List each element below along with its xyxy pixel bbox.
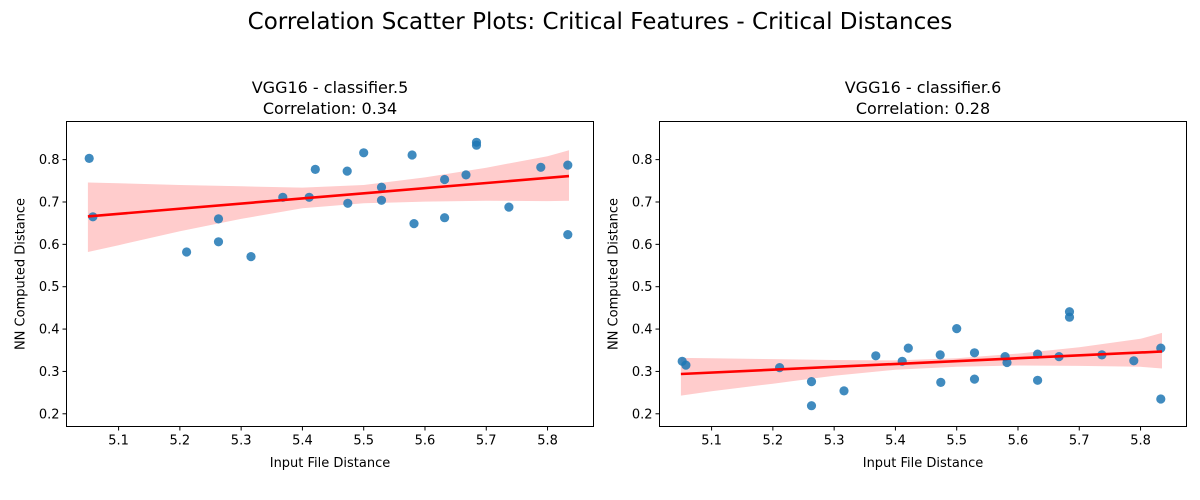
y-tick-label: 0.7 [39, 195, 60, 210]
data-point [407, 150, 417, 160]
data-point [440, 213, 450, 223]
figure-suptitle: Correlation Scatter Plots: Critical Feat… [248, 9, 953, 35]
y-axis-label: NN Computed Distance [607, 198, 622, 350]
data-point [471, 140, 482, 150]
x-tick-label: 5.4 [885, 434, 906, 449]
data-point [310, 164, 320, 174]
data-point [563, 160, 573, 170]
data-point [182, 247, 192, 257]
data-point [536, 162, 546, 172]
y-tick-label: 0.3 [632, 365, 653, 380]
data-point [969, 348, 980, 358]
x-tick-label: 5.5 [353, 434, 374, 449]
data-point [213, 214, 224, 224]
chart-title: VGG16 - classifier.5 [252, 78, 409, 97]
data-point [1129, 356, 1139, 366]
data-point [563, 230, 573, 240]
x-tick-label: 5.2 [763, 434, 784, 449]
data-point [1064, 312, 1075, 322]
y-tick-label: 0.8 [632, 153, 653, 168]
x-tick-label: 5.1 [701, 434, 722, 449]
data-point [806, 401, 817, 411]
data-point [969, 374, 980, 384]
x-tick-label: 5.7 [476, 434, 497, 449]
x-tick-label: 5.8 [1130, 434, 1151, 449]
data-point [1156, 394, 1166, 404]
data-point [461, 170, 471, 180]
x-tick-label: 5.5 [946, 434, 967, 449]
x-tick-label: 5.8 [537, 434, 558, 449]
y-tick-label: 0.5 [39, 280, 60, 295]
x-tick-label: 5.1 [108, 434, 129, 449]
y-tick-label: 0.4 [39, 323, 60, 338]
chart-classifier-6: VGG16 - classifier.6 Correlation: 0.28 5.1… [607, 78, 1187, 471]
y-tick-label: 0.2 [632, 407, 653, 422]
data-point [342, 166, 352, 176]
axes-frame [66, 121, 594, 427]
data-point [936, 377, 946, 387]
chart-subtitle: Correlation: 0.34 [263, 99, 397, 118]
data-point [935, 350, 945, 360]
data-point [806, 377, 817, 387]
y-tick-label: 0.2 [39, 407, 60, 422]
data-point [409, 219, 419, 229]
data-point [440, 174, 450, 185]
y-tick-label: 0.7 [632, 195, 653, 210]
regression-line [87, 174, 570, 218]
confidence-band [680, 332, 1162, 396]
y-axis-label: NN Computed Distance [14, 198, 29, 350]
x-tick-label: 5.2 [170, 434, 191, 449]
x-axis-label: Input File Distance [863, 456, 984, 471]
x-tick-label: 5.6 [1008, 434, 1029, 449]
axes-frame [659, 121, 1187, 427]
data-point [213, 237, 224, 247]
y-tick-label: 0.4 [632, 323, 653, 338]
data-point [343, 198, 353, 208]
y-tick-label: 0.3 [39, 365, 60, 380]
confidence-band [87, 150, 570, 252]
chart-title: VGG16 - classifier.6 [845, 78, 1002, 97]
data-point [376, 195, 387, 205]
x-tick-label: 5.7 [1069, 434, 1090, 449]
data-point [681, 360, 691, 370]
y-tick-label: 0.6 [632, 238, 653, 253]
x-tick-label: 5.3 [231, 434, 252, 449]
data-point [839, 386, 849, 396]
chart-subtitle: Correlation: 0.28 [856, 99, 990, 118]
x-axis-label: Input File Distance [270, 456, 391, 471]
x-tick-label: 5.3 [824, 434, 845, 449]
y-tick-label: 0.6 [39, 238, 60, 253]
data-point [1002, 357, 1012, 368]
data-point [376, 182, 387, 192]
chart-classifier-5: VGG16 - classifier.5 Correlation: 0.34 5.1… [14, 78, 594, 471]
data-point [359, 148, 369, 158]
data-point [246, 252, 256, 262]
data-point [504, 202, 514, 212]
y-tick-label: 0.8 [39, 153, 60, 168]
y-tick-label: 0.5 [632, 280, 653, 295]
data-point [1033, 375, 1043, 385]
data-point [871, 351, 881, 361]
x-tick-label: 5.4 [292, 434, 313, 449]
x-tick-label: 5.6 [415, 434, 436, 449]
regression-line [680, 350, 1163, 376]
data-point [84, 153, 94, 163]
data-point [903, 343, 913, 353]
data-point [952, 324, 962, 334]
